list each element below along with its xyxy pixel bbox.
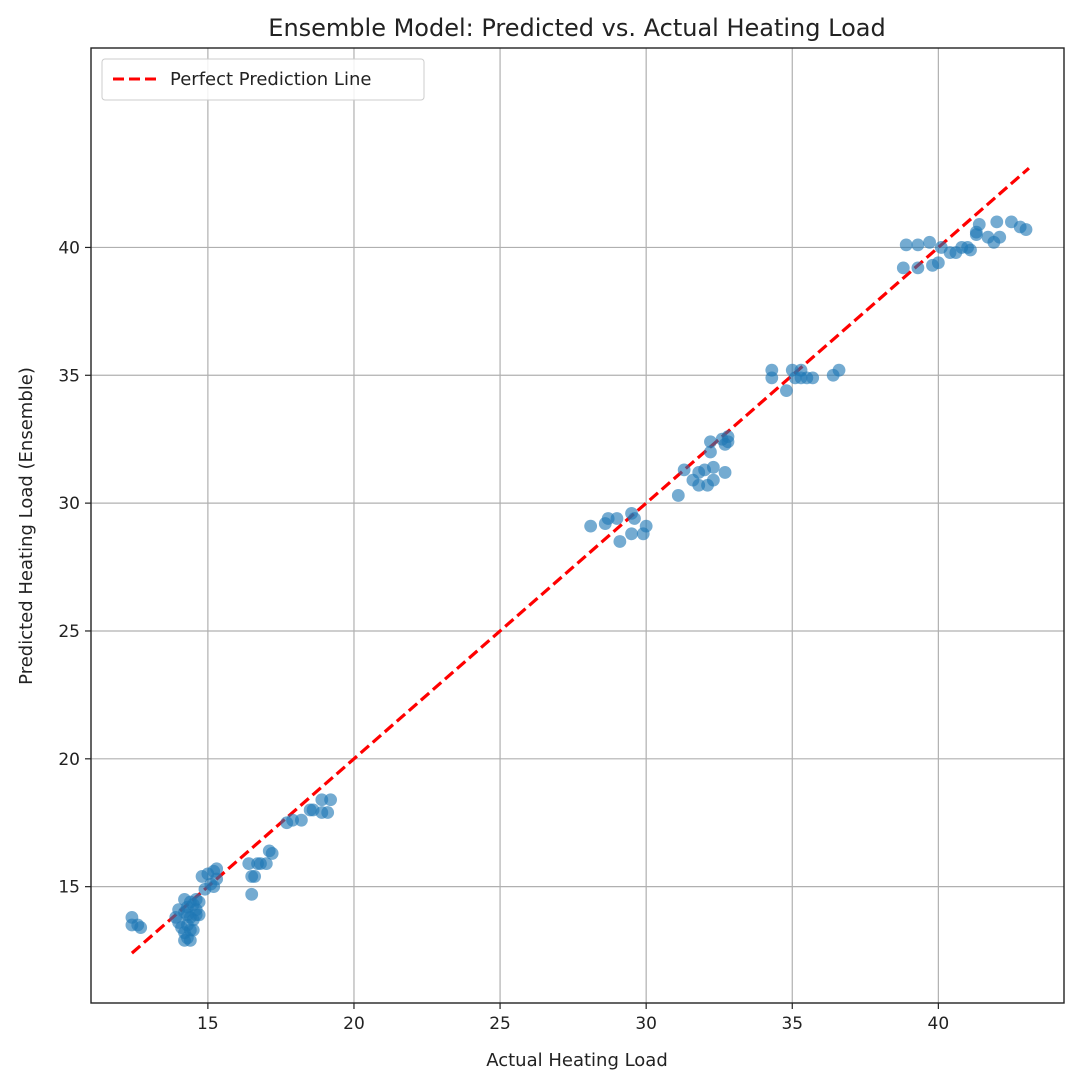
y-tick-label: 25 bbox=[58, 622, 80, 642]
data-point bbox=[242, 857, 256, 871]
data-point bbox=[1019, 223, 1033, 236]
legend-box bbox=[101, 58, 425, 101]
data-point bbox=[692, 478, 706, 492]
y-tick-label: 20 bbox=[58, 750, 80, 770]
data-point bbox=[911, 261, 925, 275]
data-point bbox=[806, 371, 820, 385]
data-point bbox=[628, 512, 641, 525]
y-tick-label: 40 bbox=[58, 238, 80, 258]
data-point bbox=[972, 218, 986, 231]
data-point bbox=[183, 933, 197, 947]
data-point bbox=[780, 384, 793, 398]
y-axis-label: Predicted Heating Load (Ensemble) bbox=[16, 367, 37, 685]
data-point bbox=[286, 813, 300, 827]
data-point bbox=[718, 466, 732, 479]
data-point bbox=[294, 813, 308, 827]
y-tick-label: 35 bbox=[58, 366, 80, 386]
data-points bbox=[125, 215, 1033, 947]
data-point bbox=[248, 870, 262, 883]
data-point bbox=[896, 261, 910, 275]
data-point bbox=[186, 923, 200, 937]
data-point bbox=[706, 460, 720, 474]
data-point bbox=[259, 857, 273, 871]
data-point bbox=[192, 908, 206, 922]
data-point bbox=[245, 887, 259, 901]
grid-lines bbox=[91, 48, 1064, 1003]
data-point bbox=[990, 215, 1004, 229]
x-tick-label: 20 bbox=[343, 1014, 365, 1034]
data-point bbox=[324, 793, 337, 807]
x-tick-label: 40 bbox=[928, 1014, 950, 1034]
chart-title: Ensemble Model: Predicted vs. Actual Hea… bbox=[268, 14, 885, 42]
data-point bbox=[613, 535, 627, 548]
data-point bbox=[721, 435, 735, 449]
data-point bbox=[134, 921, 148, 934]
data-point bbox=[625, 527, 638, 541]
data-point bbox=[832, 363, 846, 377]
data-point bbox=[321, 806, 335, 819]
x-axis-label: Actual Heating Load bbox=[486, 1050, 668, 1071]
x-tick-label: 15 bbox=[197, 1014, 219, 1034]
data-point bbox=[704, 435, 717, 449]
data-point bbox=[911, 238, 925, 252]
data-point bbox=[677, 463, 691, 477]
data-point bbox=[765, 371, 779, 385]
data-point bbox=[704, 445, 717, 459]
data-point bbox=[265, 847, 279, 860]
legend-label: Perfect Prediction Line bbox=[170, 69, 371, 90]
data-point bbox=[931, 256, 945, 270]
x-tick-label: 25 bbox=[489, 1014, 511, 1034]
x-tick-label: 35 bbox=[781, 1014, 803, 1034]
data-point bbox=[315, 793, 329, 807]
data-point bbox=[639, 519, 653, 533]
data-point bbox=[671, 489, 685, 502]
data-point bbox=[899, 238, 913, 252]
legend: Perfect Prediction Line bbox=[101, 58, 425, 101]
data-point bbox=[192, 895, 206, 909]
data-point bbox=[964, 243, 977, 257]
data-point bbox=[210, 872, 224, 886]
data-point bbox=[610, 512, 624, 525]
data-point bbox=[210, 862, 224, 876]
data-point bbox=[969, 228, 983, 242]
data-point bbox=[584, 519, 598, 533]
data-point bbox=[923, 235, 936, 249]
data-point bbox=[706, 473, 720, 487]
data-point bbox=[993, 230, 1007, 244]
x-tick-label: 30 bbox=[635, 1014, 657, 1034]
y-tick-label: 30 bbox=[58, 494, 80, 514]
y-tick-label: 15 bbox=[58, 878, 80, 898]
axis-ticks: 15 20 25 30 35 40 15 20 25 30 35 40 bbox=[58, 238, 949, 1034]
plot-frame bbox=[90, 47, 1065, 1004]
data-point bbox=[601, 512, 615, 525]
